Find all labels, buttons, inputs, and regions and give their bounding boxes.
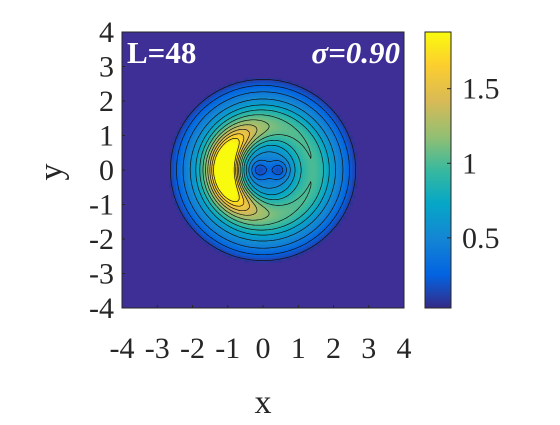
heatmap-cell	[343, 122, 346, 125]
